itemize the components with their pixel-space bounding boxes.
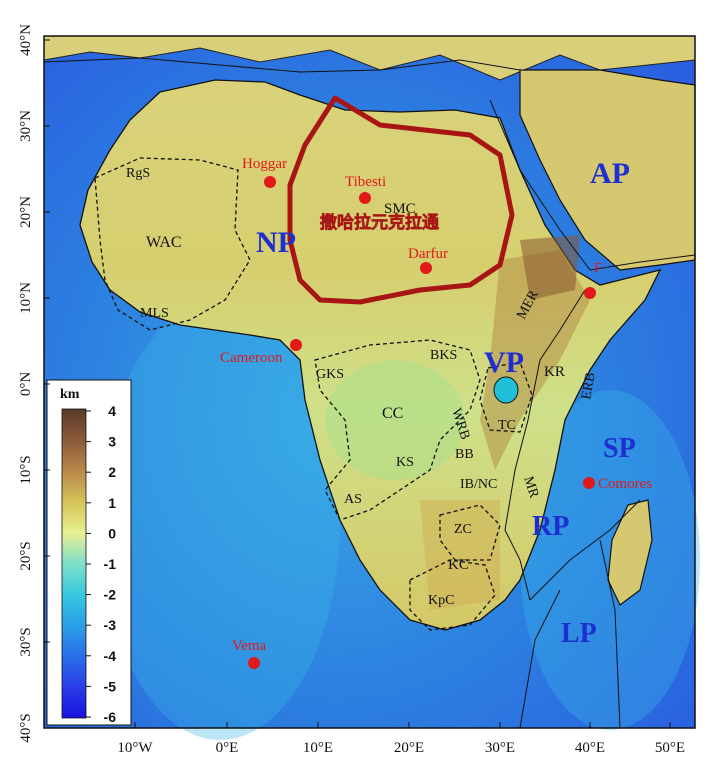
region-smc-label: SMC <box>384 201 416 217</box>
colorbar-unit: km <box>60 387 80 402</box>
plate-boundary-red-sea <box>489 99 591 271</box>
region-ibnc-label: IB/NC <box>460 477 497 492</box>
madagascar <box>607 499 653 606</box>
plate-boundary-east-africa <box>504 289 586 601</box>
plate-rp-label: RP <box>532 511 569 542</box>
colorbar-tick-label: -1 <box>104 556 117 572</box>
hotspot-afar-label: F <box>594 261 602 276</box>
lon-tick-label: 50°E <box>655 740 685 756</box>
lat-tick-label: 40°S <box>18 713 34 742</box>
region-wac-label: WAC <box>146 234 182 251</box>
colorbar-tick-label: -3 <box>104 617 117 633</box>
hotspot-afar-marker[interactable] <box>584 287 596 299</box>
lat-tick-label: 10°S <box>18 455 34 484</box>
region-mls-label: MLS <box>140 306 169 321</box>
saharan-metacraton-label: 撒哈拉元克拉通 <box>320 212 439 233</box>
colorbar-tick-label: -5 <box>104 678 117 694</box>
plate-boundary-gulf-aden <box>589 254 696 271</box>
hotspot-darfur-label: Darfur <box>408 246 448 262</box>
zc-craton-outline <box>439 504 501 561</box>
lat-tick-label: 20°S <box>18 541 34 570</box>
region-erb-label: ERB <box>579 371 599 400</box>
region-gks-label: GKS <box>316 367 344 382</box>
lat-tick-label: 0°N <box>18 372 34 396</box>
colorbar-tick-label: 4 <box>108 403 116 419</box>
lat-tick-label: 10°N <box>18 282 34 314</box>
hotspot-cameroon-label: Cameroon <box>220 350 283 366</box>
kaapvaal-craton-outline <box>409 559 496 631</box>
colorbar-tick-label: -6 <box>104 709 117 725</box>
region-cc-label: CC <box>382 405 403 422</box>
colorbar-ticks: 4 3 2 1 0 -1 -2 -3 -4 -5 -6 <box>86 403 116 725</box>
colorbar-tick-label: -4 <box>104 648 117 664</box>
region-kpc-label: KpC <box>428 593 454 608</box>
longitude-axis: 10°W 0°E 10°E 20°E 30°E 40°E 50°E <box>117 722 685 756</box>
hotspot-hoggar-marker[interactable] <box>264 176 276 188</box>
congo-craton-outline <box>314 339 481 521</box>
colorbar-tick-label: 1 <box>108 495 116 511</box>
region-as-label: AS <box>344 492 362 507</box>
plate-lp-label: LP <box>561 618 597 649</box>
lon-tick-label: 30°E <box>485 740 515 756</box>
region-bks-label: BKS <box>430 348 457 363</box>
hotspot-hoggar-label: Hoggar <box>242 156 287 172</box>
region-zc-label: ZC <box>454 522 472 537</box>
region-tc-label: TC <box>498 418 516 433</box>
colorbar-panel <box>46 379 132 726</box>
hotspot-vema-marker[interactable] <box>248 657 260 669</box>
plate-boundary-north <box>43 57 521 73</box>
tanzania-craton-outline <box>479 361 533 433</box>
plate-ap-label: AP <box>590 157 630 190</box>
ethiopian-plateau <box>520 235 580 300</box>
plate-np-label: NP <box>256 226 296 259</box>
colorbar-tick-label: 2 <box>108 464 116 480</box>
latitude-axis: 40°N 30°N 20°N 10°N 0°N 10°S 20°S 30°S 40°S <box>18 24 50 743</box>
lat-tick-label: 20°N <box>18 196 34 228</box>
region-mr-label: MR <box>520 475 541 501</box>
lon-tick-label: 10°W <box>117 740 153 756</box>
lat-tick-label: 30°S <box>18 627 34 656</box>
congo-basin <box>325 360 465 480</box>
plate-boundary-sp <box>599 539 621 729</box>
region-bb-label: BB <box>455 447 474 462</box>
lon-tick-label: 20°E <box>394 740 424 756</box>
hotspot-cameroon-marker[interactable] <box>290 339 302 351</box>
region-rgs-label: RgS <box>126 166 150 181</box>
hotspot-darfur-marker[interactable] <box>420 262 432 274</box>
saharan-metacraton-outline[interactable] <box>287 95 515 305</box>
hotspot-vema-label: Vema <box>232 638 266 654</box>
colorbar-tick-label: 0 <box>108 525 116 541</box>
colorbar-tick-label: 3 <box>108 434 116 450</box>
arabia-landmass <box>519 69 696 271</box>
plate-boundary-rp-lp <box>529 499 641 601</box>
plate-sp-label: SP <box>603 433 636 464</box>
wac-craton-outline <box>94 157 251 331</box>
lon-tick-label: 40°E <box>575 740 605 756</box>
hotspot-comores-label: Comores <box>598 476 652 492</box>
hotspot-tibesti-marker[interactable] <box>359 192 371 204</box>
lat-tick-label: 40°N <box>18 24 34 56</box>
region-kr-label: KR <box>544 364 565 380</box>
mid-atlantic-shelf <box>100 300 340 740</box>
region-ks-label: KS <box>396 455 414 470</box>
lake-victoria <box>493 376 519 404</box>
plate-boundary-lp <box>519 589 561 729</box>
plate-vp-label: VP <box>484 346 524 379</box>
lat-tick-label: 30°N <box>18 110 34 142</box>
map-frame <box>43 35 696 729</box>
lon-tick-label: 10°E <box>303 740 333 756</box>
hotspot-tibesti-label: Tibesti <box>345 174 386 190</box>
colorbar-gradient <box>61 408 87 719</box>
lon-tick-label: 0°E <box>216 740 239 756</box>
africa-landmass <box>79 79 662 631</box>
colorbar-tick-label: -2 <box>104 587 117 603</box>
east-african-highlands <box>480 250 590 470</box>
hotspot-comores-marker[interactable] <box>583 477 595 489</box>
region-kc-label: KC <box>448 557 469 573</box>
